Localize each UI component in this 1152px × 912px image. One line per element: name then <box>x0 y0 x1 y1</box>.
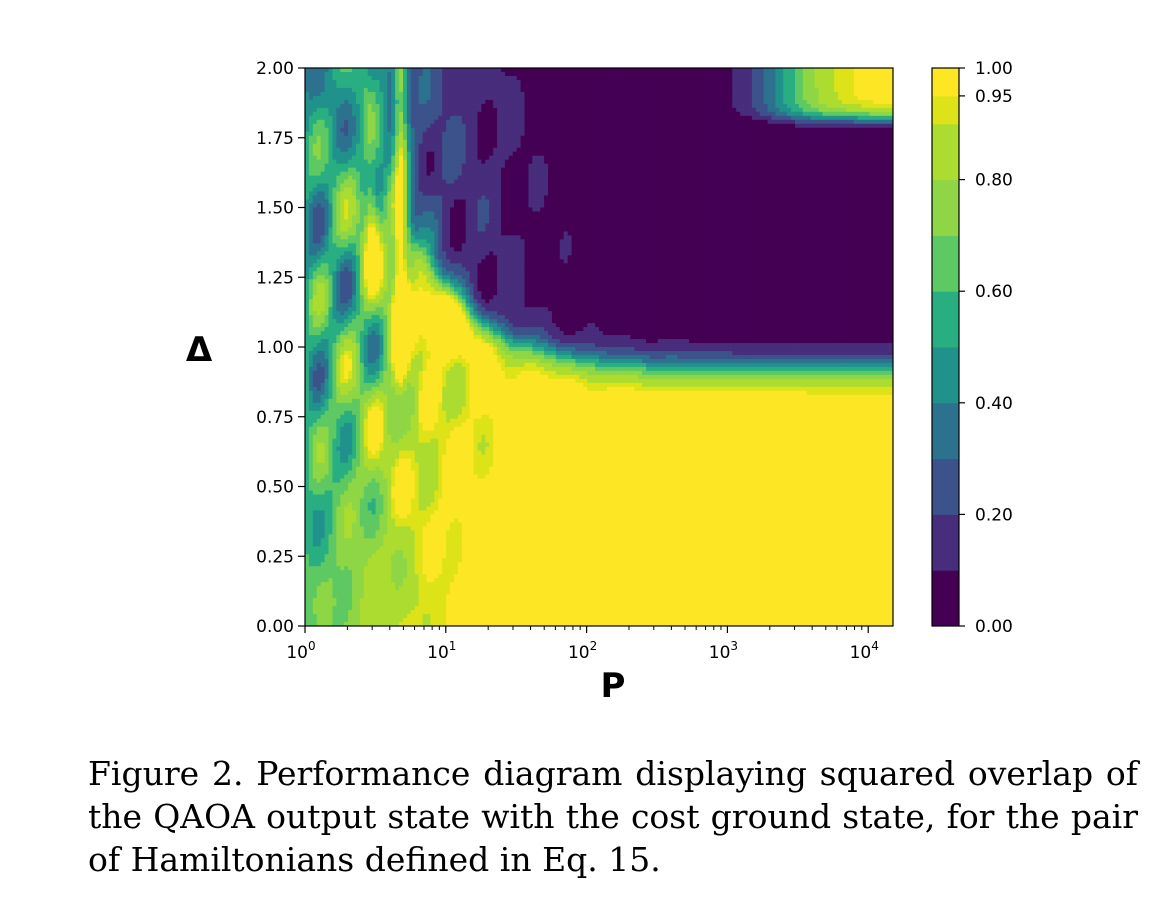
x-tick-label: 101 <box>427 639 456 663</box>
y-tick-label: 0.25 <box>256 547 294 567</box>
colorbar-band <box>932 95 959 125</box>
x-tick-label: 104 <box>850 639 879 663</box>
y-axis: 0.00 0.25 0.50 0.75 1.00 1.25 1.50 1.75 2.00 <box>256 59 305 637</box>
colorbar-band <box>932 514 959 571</box>
colorbar-band <box>932 570 959 627</box>
y-tick-label: 0.50 <box>256 478 294 498</box>
colorbar: 0.00 0.20 0.40 0.60 0.80 0.95 1.00 <box>931 59 1013 637</box>
colorbar-tick-label: 0.00 <box>975 617 1013 637</box>
colorbar-tick-label: 0.95 <box>975 87 1013 107</box>
y-tick-label: 0.00 <box>256 617 294 637</box>
x-axis-label: P <box>601 666 626 706</box>
figure-caption: Figure 2. Performance diagram displaying… <box>88 752 1138 881</box>
x-tick-label: 102 <box>568 639 597 663</box>
x-axis: 100 101 102 103 104 <box>286 626 879 663</box>
colorbar-tick-label: 0.40 <box>975 394 1013 414</box>
x-tick-label: 103 <box>709 639 738 663</box>
x-tick-label: 100 <box>286 639 315 663</box>
colorbar-frame <box>931 67 960 627</box>
y-tick-label: 1.25 <box>256 268 294 288</box>
y-tick-label: 1.00 <box>256 338 294 358</box>
colorbar-band <box>932 123 959 181</box>
colorbar-tick-label: 0.20 <box>975 505 1013 525</box>
colorbar-band <box>932 402 959 460</box>
y-tick-label: 2.00 <box>256 59 294 79</box>
colorbar-band <box>932 68 959 97</box>
colorbar-tick-label: 0.80 <box>975 171 1013 191</box>
colorbar-band <box>932 179 959 236</box>
colorbar-band <box>932 291 959 348</box>
colorbar-band <box>932 347 959 404</box>
y-tick-label: 1.50 <box>256 199 294 219</box>
heatmap-cells <box>305 68 893 626</box>
y-tick-label: 1.75 <box>256 129 294 149</box>
colorbar-band <box>932 235 959 292</box>
y-tick-label: 0.75 <box>256 408 294 428</box>
colorbar-tick-label: 0.60 <box>975 282 1013 302</box>
colorbar-tick-label: 1.00 <box>975 59 1013 79</box>
y-axis-label: Δ <box>186 330 213 370</box>
colorbar-band <box>932 458 959 515</box>
heatmap-plot-area <box>305 68 893 626</box>
